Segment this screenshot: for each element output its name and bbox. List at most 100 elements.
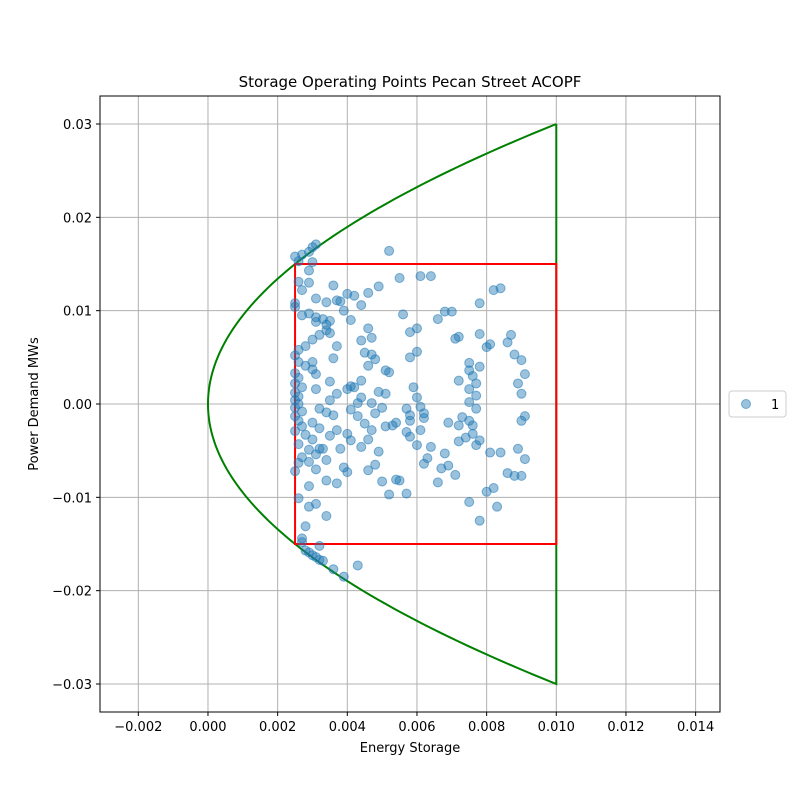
scatter-point [293,415,304,426]
scatter-point [314,403,325,414]
y-tick-label: −0.03 [52,678,92,693]
scatter-point [307,417,318,428]
scatter-point [401,427,412,437]
scatter-point [356,335,367,346]
plot-curves [206,123,558,686]
scatter-point [432,477,443,488]
scatter-point [363,465,374,476]
y-tick-label: −0.02 [52,585,92,600]
scatter-point [338,571,349,582]
scatter-point [411,440,422,451]
scatter-point [300,429,311,440]
y-axis-ticks: −0.03 −0.02 −0.01 0.00 0.01 0.02 0.03 [52,118,100,693]
chart-title: Storage Operating Points Pecan Street AC… [239,73,582,91]
scatter-point [411,392,422,403]
scatter-point [453,375,464,386]
scatter-point [321,455,332,465]
scatter-point [380,388,391,399]
scatter-point [352,398,363,409]
scatter-point [439,306,450,317]
scatter-point [293,372,304,383]
scatter-point [307,434,318,445]
scatter-point [290,387,301,398]
scatter-point [432,314,443,325]
scatter-point [297,533,308,544]
scatter-point [485,447,496,458]
scatter-point [453,420,464,431]
scatter-point [303,277,314,288]
scatter-point [366,398,377,409]
scatter-point [310,239,321,250]
grid-lines [100,96,720,712]
scatter-point [506,329,517,340]
scatter-point [509,349,520,360]
scatter-point [401,403,412,414]
scatter-point [293,391,304,402]
scatter-point [471,403,482,414]
scatter-point [464,384,475,395]
scatter-point [297,452,308,463]
scatter-point [310,316,321,327]
scatter-point [297,537,308,548]
scatter-point [450,333,461,344]
x-axis-label: Energy Storage [360,741,461,756]
scatter-point [314,540,325,551]
scatter-point [331,388,342,399]
scatter-point [297,406,308,417]
operating-limit-box [294,263,558,545]
scatter-point [471,440,482,451]
scatter-point [324,376,335,387]
y-axis-label: Power Demand MWs [27,337,42,471]
scatter-point [310,293,321,304]
scatter-point [377,476,388,487]
scatter-point [384,489,395,500]
scatter-point [310,464,321,475]
x-axis-ticks: −0.002 0.000 0.002 0.004 0.006 0.008 0.010 0.01… [114,712,714,735]
scatter-point [366,332,377,343]
scatter-point [307,357,318,367]
legend-box [728,390,787,418]
scatter-point [377,402,388,413]
scatter-point [338,305,349,316]
scatter-point [401,488,412,499]
scatter-point [408,382,419,393]
scatter-point [436,463,447,474]
legend-marker [741,399,751,409]
scatter-point [481,486,492,497]
scatter-point [356,300,367,311]
scatter-point [495,447,506,458]
scatter-point [398,309,409,320]
scatter-point [335,296,346,307]
scatter-points [290,239,530,582]
scatter-point [356,441,367,452]
scatter-point [303,444,314,455]
scatter-point [457,412,468,423]
scatter-point [415,271,426,282]
scatter-point [391,474,402,485]
scatter-point [474,329,485,339]
scatter-point [474,515,485,526]
x-tick-label: 0.012 [607,720,644,735]
scatter-point [485,339,496,350]
scatter-point [297,382,308,393]
scatter-point [380,365,391,376]
scatter-point [474,361,485,372]
y-tick-label: 0.03 [63,118,92,133]
scatter-point [331,425,342,436]
scatter-point [297,421,308,432]
scatter-point [300,521,311,532]
scatter-point [512,443,523,454]
scatter-point [516,470,527,481]
scatter-point [356,375,367,386]
scatter-point [314,329,325,340]
scatter-point [310,449,321,460]
scatter-point [293,276,304,287]
x-tick-label: 0.010 [538,720,575,735]
scatter-point [467,428,478,439]
scatter-point [303,265,314,276]
scatter-point [321,319,332,330]
x-tick-label: 0.002 [259,720,296,735]
scatter-point [352,411,363,422]
scatter-point [307,334,318,345]
